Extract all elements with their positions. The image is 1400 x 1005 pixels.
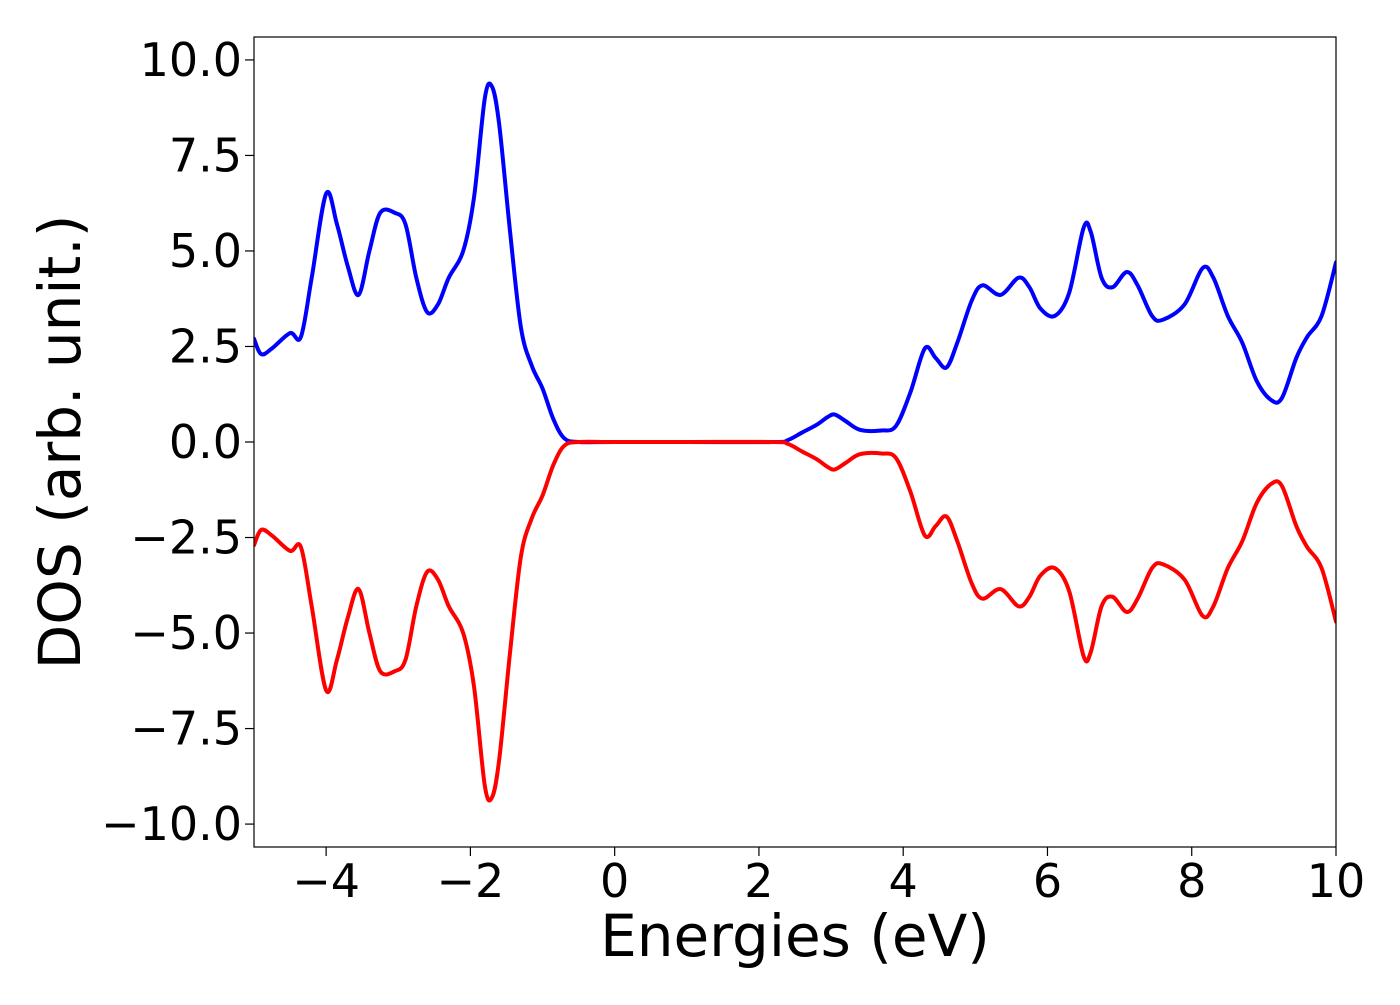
y-axis: 10.0 7.5 5.0 2.5 0.0 −2.5 −5.0 −7.5 −10.0 <box>101 33 254 851</box>
series-line-up <box>254 81 1336 445</box>
x-tick-label: 10 <box>1307 854 1366 908</box>
x-tick-label: 0 <box>600 854 629 908</box>
x-tick-label: 4 <box>889 854 918 908</box>
x-tick-label: 6 <box>1033 854 1062 908</box>
x-tick-label: 8 <box>1177 854 1206 908</box>
x-tick-label: 2 <box>744 854 773 908</box>
y-tick-label: 5.0 <box>169 224 242 278</box>
series-line-down <box>254 439 1336 803</box>
series-layer <box>254 81 1336 803</box>
y-tick-label: 0.0 <box>169 415 242 469</box>
x-tick-label: −2 <box>436 854 504 908</box>
y-tick-label: −7.5 <box>130 702 242 756</box>
x-axis-label: Energies (eV) <box>600 902 990 970</box>
y-tick-label: −10.0 <box>101 797 242 851</box>
y-tick-label: −2.5 <box>130 511 242 565</box>
plot-frame <box>253 36 1337 848</box>
y-tick-label: 10.0 <box>140 33 242 87</box>
y-tick-label: 2.5 <box>169 319 242 373</box>
x-tick-label: −4 <box>292 854 360 908</box>
x-axis: −4 −2 0 2 4 6 8 10 <box>292 847 1365 908</box>
y-tick-label: −5.0 <box>130 606 242 660</box>
y-tick-label: 7.5 <box>169 128 242 182</box>
y-axis-label: DOS (arb. unit.) <box>26 215 94 670</box>
